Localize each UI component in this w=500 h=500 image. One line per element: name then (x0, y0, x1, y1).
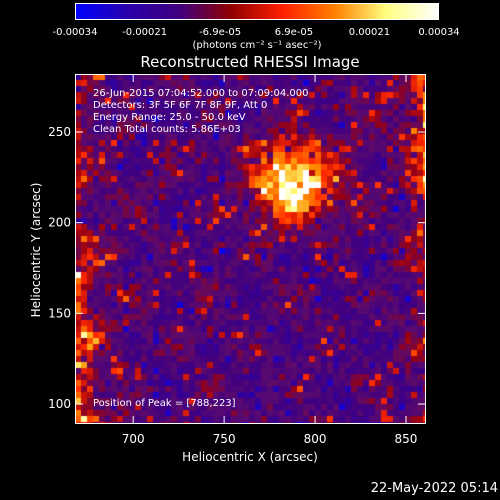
chart-title: Reconstructed RHESSI Image (140, 53, 360, 71)
info-peak-position: Position of Peak = [788,223] (93, 398, 236, 409)
y-tick-label: 150 (48, 306, 71, 320)
colorbar-tick-label: 0.00021 (348, 27, 391, 38)
x-axis-label: Heliocentric X (arcsec) (182, 450, 318, 464)
y-tick-label: 100 (48, 397, 71, 411)
footer-timestamp: 22-May-2022 05:14 (370, 481, 498, 496)
colorbar-tick-label: 0.00034 (418, 27, 460, 38)
info-energy-range: Energy Range: 25.0 - 50.0 keV (93, 112, 246, 123)
colorbar-tick-label: -0.00021 (122, 27, 168, 38)
x-tick-label: 700 (122, 432, 145, 446)
plot-frame (75, 74, 426, 424)
info-detectors: Detectors: 3F 5F 6F 7F 8F 9F, Att 0 (93, 100, 268, 111)
plot-axes: 700 750 800 850 100 150 200 250 (48, 74, 426, 446)
colorbar (75, 3, 439, 20)
info-clean-counts: Clean Total counts: 5.86E+03 (93, 124, 241, 135)
colorbar-unit-label: (photons cm⁻² s⁻¹ asec⁻²) (192, 40, 322, 51)
x-tick-label: 750 (213, 432, 236, 446)
heatmap-image (75, 74, 426, 424)
colorbar-tick-label: -6.9e-05 (199, 27, 242, 38)
y-tick-label: 200 (48, 216, 71, 230)
y-axis-label: Heliocentric Y (arcsec) (29, 182, 43, 318)
colorbar-tick-label: 6.9e-05 (274, 27, 314, 38)
colorbar-tick-label: -0.00034 (52, 27, 98, 38)
info-time-range: 26-Jun-2015 07:04:52.000 to 07:09:04.000 (93, 88, 309, 99)
y-tick-label: 250 (48, 125, 71, 139)
plot-area: 700 750 800 850 100 150 200 250 (48, 74, 426, 446)
x-tick-label: 850 (395, 432, 418, 446)
x-tick-label: 800 (304, 432, 327, 446)
